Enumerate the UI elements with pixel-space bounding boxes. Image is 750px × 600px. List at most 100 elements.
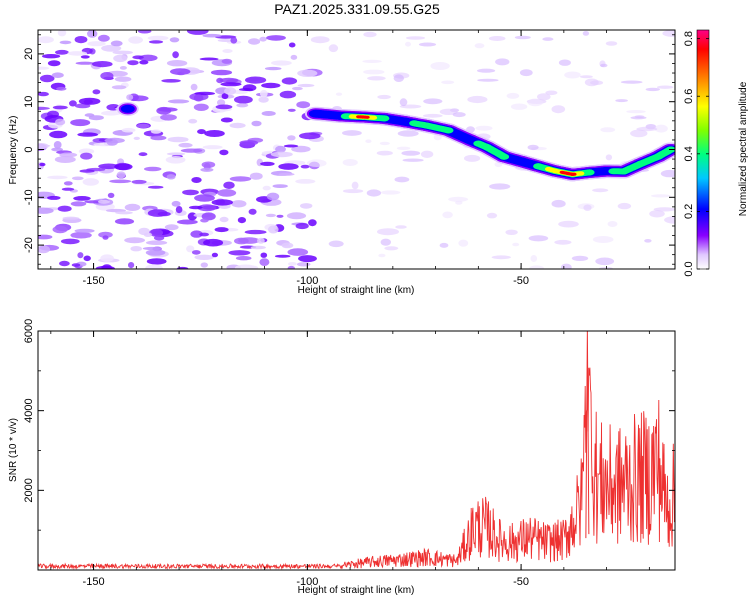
noise-blob-204 <box>308 219 317 227</box>
noise-blob-73 <box>262 185 271 191</box>
noise-blob-150 <box>176 266 189 269</box>
noise-blob-434 <box>153 235 165 241</box>
noise-blob-105 <box>486 212 498 219</box>
noise-blob-410 <box>127 60 139 66</box>
noise-blob-343 <box>266 35 286 41</box>
noise-blob-134 <box>571 255 589 261</box>
noise-blob-463 <box>113 54 128 63</box>
noise-blob-450 <box>592 188 609 193</box>
noise-blob-357 <box>467 95 488 104</box>
noise-blob-183 <box>530 255 538 262</box>
noise-blob-363 <box>245 76 267 84</box>
noise-blob-217 <box>249 265 259 269</box>
snr-y-tick-label-0: 2000 <box>23 478 35 502</box>
noise-blob-506 <box>102 235 109 240</box>
noise-blob-212 <box>200 262 208 268</box>
spec-y-tick-label-2: 0 <box>23 146 35 152</box>
noise-blob-362 <box>201 212 216 221</box>
noise-blob-508 <box>221 58 233 64</box>
noise-blob-60 <box>49 130 68 139</box>
snr-series <box>38 331 675 570</box>
noise-blob-489 <box>239 140 259 146</box>
noise-blob-278 <box>59 260 70 267</box>
noise-blob-227 <box>512 242 520 247</box>
noise-blob-436 <box>551 199 566 208</box>
noise-blob-72 <box>38 66 50 70</box>
noise-blob-395 <box>131 179 147 184</box>
noise-blob-481 <box>251 120 262 127</box>
noise-blob-352 <box>495 58 510 66</box>
noise-blob-218 <box>217 99 226 106</box>
noise-blob-339 <box>405 36 426 40</box>
spec-x-tick-label-0: -150 <box>83 275 105 287</box>
noise-blob-454 <box>286 212 307 220</box>
noise-blob-125 <box>54 156 76 163</box>
noise-blob-246 <box>38 234 53 240</box>
noise-blob-259 <box>59 40 72 45</box>
noise-blob-175 <box>98 231 113 238</box>
noise-blob-249 <box>51 147 63 152</box>
noise-blob-76 <box>380 190 401 195</box>
spectrogram-background <box>38 30 675 269</box>
noise-blob-185 <box>172 51 179 59</box>
noise-blob-260 <box>193 103 209 112</box>
noise-blob-387 <box>211 199 233 206</box>
noise-blob-81 <box>42 54 61 59</box>
noise-blob-441 <box>194 194 215 202</box>
noise-blob-378 <box>260 161 275 166</box>
noise-blob-188 <box>146 258 167 265</box>
noise-blob-59 <box>259 36 267 42</box>
noise-blob-189 <box>395 225 407 229</box>
noise-blob-17 <box>234 95 253 104</box>
noise-blob-416 <box>439 242 449 248</box>
noise-blob-276 <box>199 57 219 61</box>
noise-blob-379 <box>299 132 321 140</box>
noise-blob-493 <box>199 232 210 237</box>
noise-blob-91 <box>278 163 299 170</box>
noise-blob-411 <box>441 80 455 85</box>
noise-blob-333 <box>178 142 193 148</box>
noise-blob-408 <box>200 218 209 223</box>
noise-blob-460 <box>170 68 191 75</box>
noise-blob-329 <box>39 74 55 83</box>
noise-blob-480 <box>80 55 90 59</box>
noise-blob-465 <box>126 94 134 101</box>
noise-blob-350 <box>542 37 554 41</box>
noise-blob-345 <box>367 76 386 81</box>
noise-blob-431 <box>79 169 95 173</box>
noise-blob-16 <box>580 75 593 79</box>
noise-blob-43 <box>177 219 198 225</box>
noise-blob-399 <box>147 35 169 41</box>
noise-blob-64 <box>119 66 127 70</box>
noise-blob-57 <box>83 255 91 262</box>
noise-blob-147 <box>394 176 410 183</box>
noise-blob-304 <box>261 82 281 89</box>
noise-blob-240 <box>527 98 544 107</box>
noise-blob-200 <box>149 228 164 237</box>
noise-blob-303 <box>505 229 518 235</box>
noise-blob-402 <box>649 210 665 218</box>
noise-blob-458 <box>250 245 266 250</box>
noise-blob-422 <box>506 92 520 99</box>
noise-blob-169 <box>259 258 270 266</box>
colorbar-tick-label-4: 0.8 <box>683 31 695 46</box>
noise-blob-69 <box>310 36 330 44</box>
noise-blob-412 <box>160 114 177 121</box>
noise-blob-137 <box>630 129 648 138</box>
noise-blob-383 <box>121 127 136 133</box>
noise-blob-440 <box>219 216 229 223</box>
noise-blob-102 <box>599 266 613 269</box>
noise-blob-318 <box>38 245 50 254</box>
noise-blob-400 <box>56 86 67 91</box>
noise-blob-191 <box>430 62 450 70</box>
spec-x-tick-label-1: -100 <box>296 275 318 287</box>
noise-blob-380 <box>55 49 69 55</box>
noise-blob-444 <box>528 235 549 242</box>
noise-blob-180 <box>144 166 162 172</box>
figure-title: PAZ1.2025.331.09.55.G25 <box>274 1 440 17</box>
noise-blob-461 <box>193 94 204 102</box>
noise-blob-511 <box>38 143 49 150</box>
noise-blob-361 <box>217 39 234 42</box>
noise-blob-308 <box>129 95 149 102</box>
